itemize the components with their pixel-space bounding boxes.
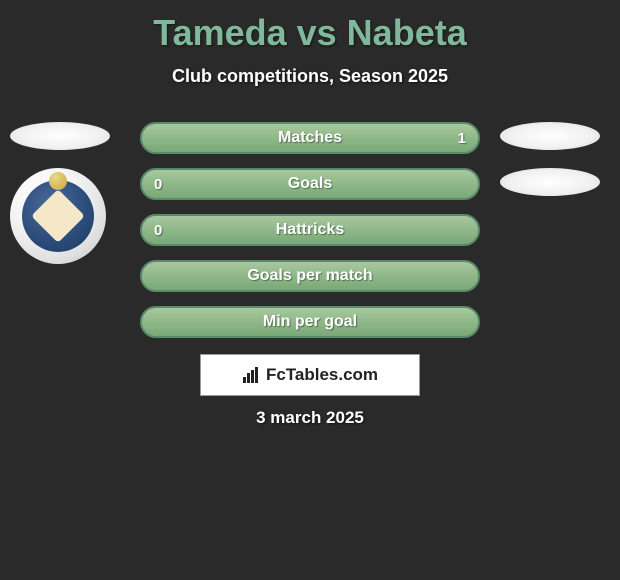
credit-text: FcTables.com <box>242 365 378 385</box>
stat-right-value: 1 <box>458 130 466 147</box>
stats-container: Matches 1 0 Goals 0 Hattricks Goals per … <box>140 122 480 352</box>
stat-row: 0 Goals <box>140 168 480 200</box>
credit-label: FcTables.com <box>266 365 378 385</box>
stat-label: Goals per match <box>142 267 478 285</box>
comparison-title: Tameda vs Nabeta <box>0 0 620 54</box>
stat-left-value: 0 <box>154 176 162 193</box>
badge-center-icon <box>31 189 85 243</box>
stat-label: Goals <box>142 175 478 193</box>
right-country-flag <box>500 122 600 150</box>
badge-ball-icon <box>49 172 67 190</box>
club-badge-inner <box>22 180 94 252</box>
stat-row: Goals per match <box>140 260 480 292</box>
stat-row: 0 Hattricks <box>140 214 480 246</box>
chart-bars-icon <box>242 367 262 383</box>
stat-left-value: 0 <box>154 222 162 239</box>
stat-label: Hattricks <box>142 221 478 239</box>
stat-row: Matches 1 <box>140 122 480 154</box>
stat-label: Min per goal <box>142 313 478 331</box>
stat-label: Matches <box>142 129 478 147</box>
stat-row: Min per goal <box>140 306 480 338</box>
right-club-flag <box>500 168 600 196</box>
right-player-badges <box>500 122 600 214</box>
credit-box: FcTables.com <box>200 354 420 396</box>
left-country-flag <box>10 122 110 150</box>
left-club-badge <box>10 168 106 264</box>
comparison-subtitle: Club competitions, Season 2025 <box>0 66 620 87</box>
left-player-badges <box>10 122 110 264</box>
comparison-date: 3 march 2025 <box>0 408 620 428</box>
